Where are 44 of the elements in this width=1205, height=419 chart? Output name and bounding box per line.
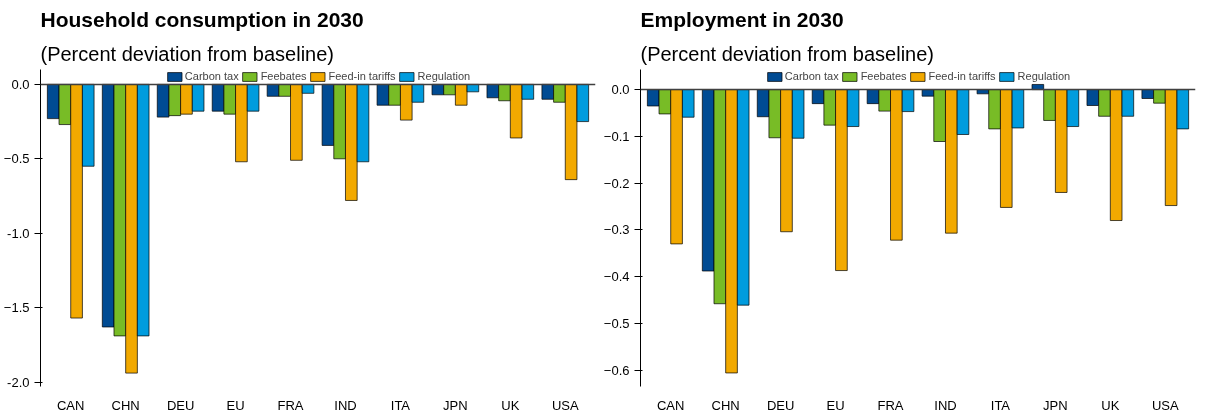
x-tick-label: USA	[551, 397, 579, 413]
y-tick-label: −0.5	[3, 151, 30, 167]
legend-label: Feebates	[860, 70, 907, 82]
chart-title: Employment in 2030	[640, 7, 844, 31]
x-tick-label: ITA	[390, 397, 411, 413]
x-tick-label: JPN	[443, 397, 468, 413]
legend-label: Regulation	[1017, 70, 1071, 82]
chart-title: Household consumption in 2030	[40, 7, 364, 31]
x-tick-label: DEU	[766, 397, 795, 413]
legend-label: Carbon tax	[784, 70, 839, 82]
x-tick-label: UK	[501, 397, 520, 413]
y-tick-label: −0.3	[603, 222, 630, 238]
x-tick-label: CHN	[711, 397, 740, 413]
x-tick-label: IND	[334, 397, 357, 413]
x-tick-label: IND	[934, 397, 957, 413]
legend-label: Feed-in tariffs	[928, 70, 996, 82]
y-tick-label: -2.0	[7, 374, 30, 390]
x-tick-label: USA	[1151, 397, 1179, 413]
y-tick-label: -1.0	[7, 225, 30, 241]
y-tick-label: 0.0	[611, 82, 630, 98]
legend-label: Regulation	[417, 70, 471, 82]
y-tick-label: −0.6	[603, 362, 630, 378]
x-tick-label: EU	[226, 397, 245, 413]
x-tick-label: ITA	[990, 397, 1011, 413]
x-tick-label: CAN	[657, 397, 685, 413]
y-tick-label: 0.0	[11, 76, 30, 92]
x-tick-label: FRA	[277, 397, 304, 413]
x-tick-label: FRA	[877, 397, 904, 413]
chart-subtitle: (Percent deviation from baseline)	[640, 42, 934, 65]
y-tick-label: −0.5	[603, 315, 630, 331]
x-tick-label: EU	[826, 397, 845, 413]
y-tick-label: −1.5	[3, 300, 30, 316]
y-tick-label: −0.4	[603, 269, 630, 285]
legend-label: Feed-in tariffs	[328, 70, 396, 82]
x-tick-label: DEU	[166, 397, 195, 413]
legend-label: Carbon tax	[184, 70, 239, 82]
chart-subtitle: (Percent deviation from baseline)	[40, 42, 334, 65]
y-tick-label: −0.1	[603, 128, 630, 144]
legend-label: Feebates	[260, 70, 307, 82]
x-tick-label: CHN	[111, 397, 140, 413]
y-tick-label: −0.2	[603, 175, 630, 191]
x-tick-label: JPN	[1043, 397, 1068, 413]
x-tick-label: UK	[1101, 397, 1120, 413]
x-tick-label: CAN	[57, 397, 85, 413]
